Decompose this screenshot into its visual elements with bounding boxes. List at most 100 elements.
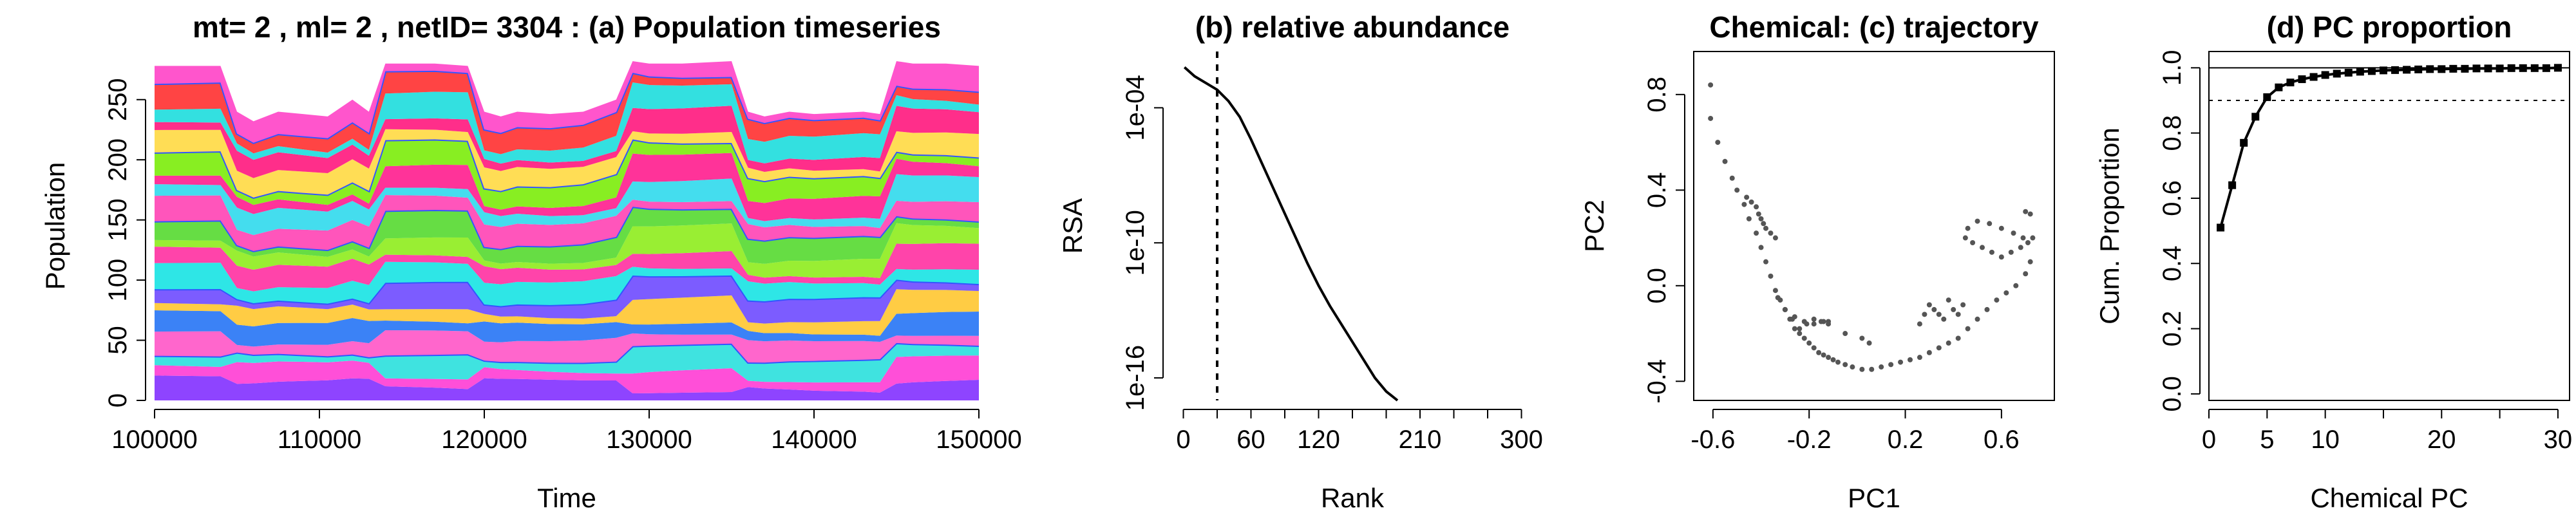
panel-c-chemical-trajectory: Chemical: (c) trajectory PC1 PC2 -0.4 0.0 0.4… bbox=[1579, 10, 2055, 513]
x-tick-label: 10 bbox=[2311, 426, 2340, 454]
trajectory-point bbox=[2003, 290, 2009, 295]
trajectory-point bbox=[1768, 230, 1774, 236]
trajectory-point bbox=[1792, 326, 1797, 332]
trajectory-point bbox=[1818, 319, 1824, 324]
trajectory-point bbox=[1754, 204, 1759, 210]
cumulative-point bbox=[2217, 223, 2225, 232]
cumulative-point bbox=[2414, 65, 2423, 73]
trajectory-point bbox=[1756, 211, 1761, 217]
panel-d-pc-proportion: (d) PC proportion Chemical PC Cum. Proport… bbox=[2094, 10, 2572, 513]
cumulative-point bbox=[2542, 64, 2550, 72]
cumulative-point bbox=[2496, 64, 2504, 73]
trajectory-point bbox=[1729, 175, 1735, 181]
trajectory-point bbox=[1758, 216, 1764, 221]
trajectory-point bbox=[1801, 335, 1807, 341]
cumulative-point bbox=[2240, 138, 2248, 147]
cumulative-line bbox=[2219, 66, 2558, 229]
stacked-area-band bbox=[155, 82, 979, 164]
cumulative-point bbox=[2519, 64, 2527, 72]
trajectory-point bbox=[1763, 259, 1768, 265]
y-tick-label: 200 bbox=[104, 138, 132, 182]
cumulative-point bbox=[2333, 70, 2341, 78]
trajectory-point bbox=[1960, 302, 1966, 308]
trajectory-point bbox=[1811, 316, 1817, 322]
panel-title: Chemical: (c) trajectory bbox=[1709, 10, 2039, 44]
y-axis-label: Population bbox=[40, 162, 70, 290]
x-axis-label: Chemical PC bbox=[2310, 483, 2468, 513]
x-tick-label: 140000 bbox=[771, 426, 857, 454]
x-tick-label: 100000 bbox=[111, 426, 197, 454]
trajectory-point bbox=[1830, 357, 1836, 362]
stacked-area-band bbox=[155, 375, 979, 400]
stacked-area-band bbox=[155, 243, 979, 292]
trajectory-point bbox=[1962, 235, 1968, 241]
trajectory-point bbox=[1826, 321, 1832, 327]
y-tick-label: 150 bbox=[104, 198, 132, 241]
stacked-area-band bbox=[155, 207, 979, 264]
cumulative-point bbox=[2449, 64, 2458, 73]
trajectory-point bbox=[1850, 364, 1855, 370]
x-tick-label: 300 bbox=[1500, 426, 1543, 454]
y-tick-label: 0.8 bbox=[1643, 77, 1671, 113]
x-tick-label: 5 bbox=[2260, 426, 2274, 454]
trajectory-point bbox=[1866, 340, 1872, 346]
trajectory-point bbox=[1811, 321, 1817, 327]
trajectory-point bbox=[2023, 209, 2029, 214]
trajectory-point bbox=[1746, 216, 1752, 221]
trajectory-point bbox=[1989, 249, 1994, 255]
trajectory-point bbox=[2030, 235, 2036, 241]
trajectory-point bbox=[1955, 335, 1961, 341]
stacked-area-band bbox=[155, 342, 979, 383]
panel-a-population-timeseries: mt= 2 , ml= 2 , netID= 3304 : (a) Popula… bbox=[40, 10, 1022, 513]
trajectory-point bbox=[2020, 235, 2026, 241]
trajectory-point bbox=[1826, 355, 1832, 360]
y-tick-label: 0.4 bbox=[1643, 173, 1671, 209]
trajectory-point bbox=[1946, 340, 1951, 346]
stacked-area-band bbox=[155, 129, 979, 198]
trajectory-point bbox=[1975, 316, 1980, 322]
trajectory-point bbox=[1931, 306, 1937, 312]
cumulative-point bbox=[2403, 66, 2411, 74]
panel-title: mt= 2 , ml= 2 , netID= 3304 : (a) Popula… bbox=[193, 10, 941, 44]
trajectory-point bbox=[1922, 312, 1927, 317]
trajectory-point bbox=[1722, 158, 1728, 164]
trajectory-point bbox=[1772, 288, 1778, 294]
trajectory-point bbox=[1987, 221, 1993, 227]
x-tick-label: -0.6 bbox=[1690, 426, 1735, 454]
trajectory-point bbox=[1804, 321, 1810, 327]
y-tick-label: 1e-16 bbox=[1121, 345, 1150, 411]
trajectory-point bbox=[1965, 225, 1971, 231]
trajectory-point bbox=[2023, 271, 2029, 277]
trajectory-point bbox=[1811, 345, 1817, 351]
x-tick-label: 120000 bbox=[441, 426, 527, 454]
cumulative-point bbox=[2553, 64, 2562, 72]
cumulative-point bbox=[2344, 68, 2353, 77]
trajectory-point bbox=[1835, 359, 1841, 365]
x-tick-label: 0 bbox=[2202, 426, 2216, 454]
stacked-area-band bbox=[155, 139, 979, 210]
y-tick-label: -0.4 bbox=[1643, 359, 1671, 404]
cumulative-point bbox=[2426, 65, 2434, 73]
trajectory-point bbox=[1946, 297, 1951, 303]
stacked-area-band bbox=[155, 223, 979, 278]
trajectory-point bbox=[1998, 225, 2004, 231]
cumulative-point bbox=[2484, 64, 2492, 73]
trajectory-point bbox=[1715, 140, 1721, 145]
y-tick-label: 250 bbox=[104, 78, 132, 121]
trajectory-point bbox=[1926, 350, 1932, 355]
trajectory-point bbox=[1975, 218, 1980, 224]
trajectory-point bbox=[1869, 366, 1875, 372]
cumulative-point bbox=[2391, 66, 2400, 74]
trajectory-point bbox=[1797, 331, 1803, 337]
y-tick-label: 1e-04 bbox=[1121, 75, 1150, 140]
trajectory-point bbox=[1955, 312, 1961, 317]
x-tick-label: 0 bbox=[1176, 426, 1190, 454]
trajectory-point bbox=[1965, 326, 1971, 332]
trajectory-point bbox=[1941, 316, 1947, 322]
plot-frame bbox=[1693, 51, 2055, 401]
trajectory-point bbox=[1926, 302, 1932, 308]
cumulative-point bbox=[2309, 73, 2318, 81]
cumulative-point bbox=[2472, 64, 2481, 73]
trajectory-point bbox=[2018, 245, 2023, 250]
y-axis-label: PC2 bbox=[1579, 200, 1609, 252]
